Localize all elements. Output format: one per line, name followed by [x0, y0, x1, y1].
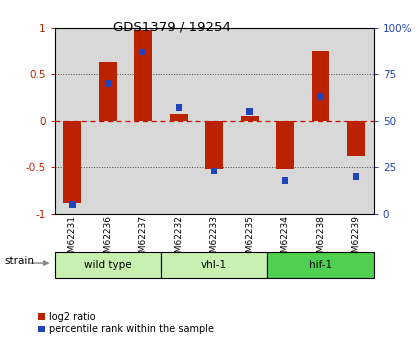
Text: wild type: wild type: [84, 260, 131, 270]
Bar: [69, 201, 76, 208]
Bar: [353, 174, 359, 180]
Bar: [63, 121, 81, 203]
Legend: log2 ratio, percentile rank within the sample: log2 ratio, percentile rank within the s…: [39, 312, 214, 334]
Bar: [140, 49, 147, 55]
Bar: [318, 93, 324, 100]
Bar: [205, 121, 223, 169]
Bar: [55, 252, 161, 278]
Bar: [170, 114, 188, 121]
Bar: [105, 80, 111, 87]
Bar: [241, 116, 259, 121]
Bar: [312, 51, 329, 121]
Bar: [247, 108, 253, 115]
Text: hif-1: hif-1: [309, 260, 332, 270]
Text: vhl-1: vhl-1: [201, 260, 227, 270]
Text: GDS1379 / 19254: GDS1379 / 19254: [113, 21, 231, 34]
Bar: [134, 30, 152, 121]
Bar: [211, 168, 218, 174]
Bar: [268, 252, 374, 278]
Bar: [276, 121, 294, 169]
Bar: [99, 62, 117, 121]
Bar: [161, 252, 268, 278]
Bar: [347, 121, 365, 156]
Bar: [282, 177, 288, 184]
Text: strain: strain: [4, 256, 34, 266]
Bar: [176, 105, 182, 111]
